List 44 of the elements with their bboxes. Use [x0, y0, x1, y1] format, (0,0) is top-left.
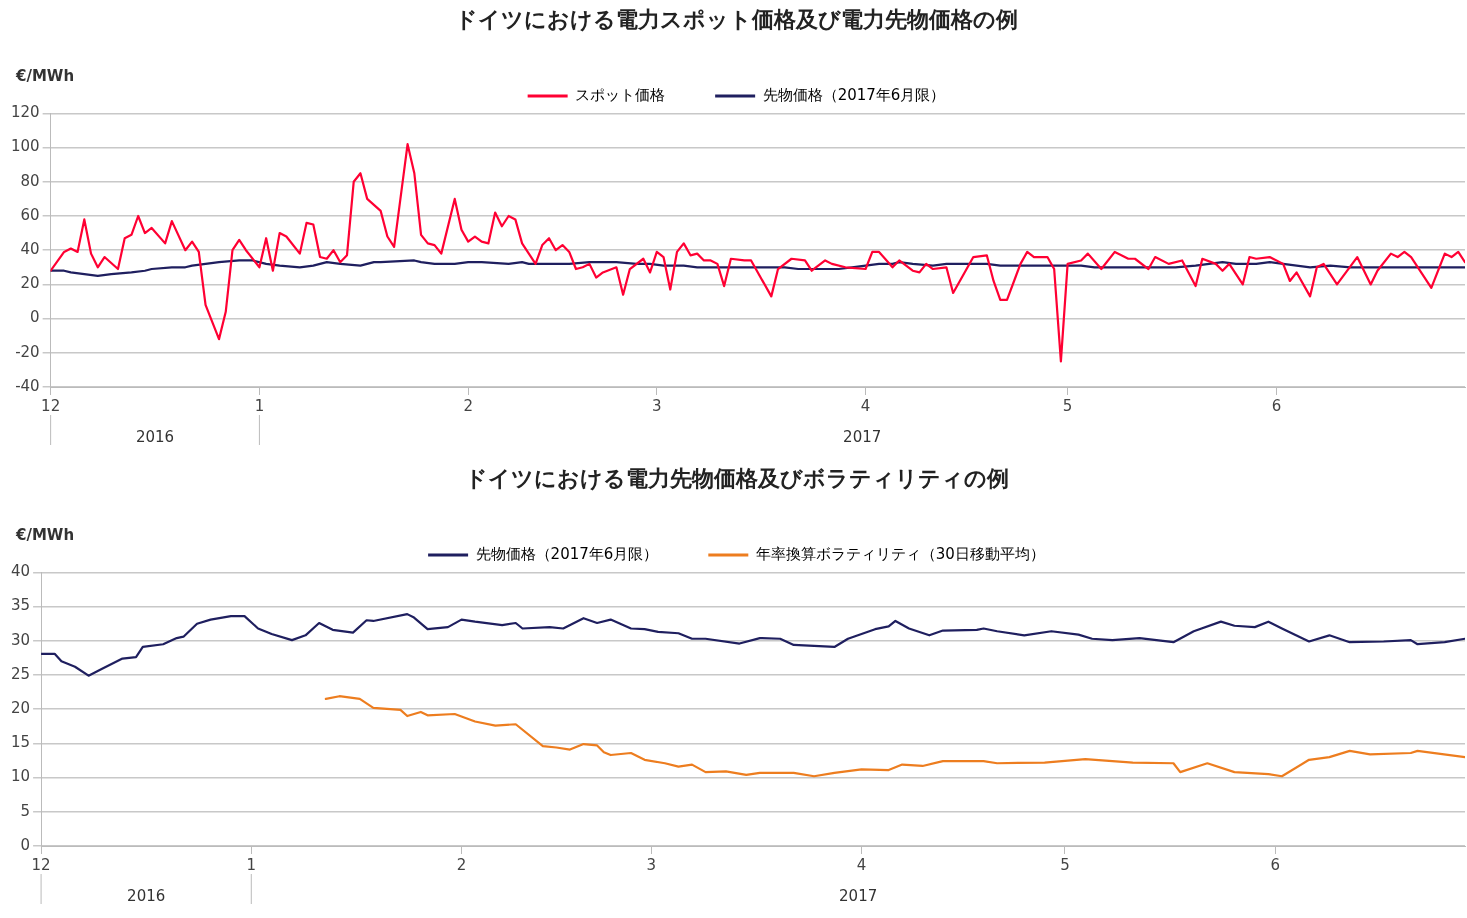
x-tick-label: 5 — [1062, 396, 1073, 415]
y-tick-label: 10 — [10, 767, 31, 786]
y-tick-label: 15 — [10, 733, 31, 752]
y-axis-title: €/MWh — [15, 526, 75, 545]
y-tick-label: 100 — [10, 137, 40, 156]
y-tick-label: 40 — [10, 562, 31, 581]
y-tick-label: -20 — [15, 342, 40, 361]
x-tick-label: 6 — [1271, 396, 1282, 415]
x-tick-label: 1 — [246, 855, 257, 874]
x-tick-label: 6 — [1270, 855, 1280, 874]
y-tick-label: 0 — [20, 835, 31, 854]
chart-title: ドイツにおける電力先物価格及びボラティリティの例 — [464, 465, 1009, 491]
legend-label: スポット価格 — [575, 85, 666, 104]
x-tick-label: 5 — [1060, 855, 1070, 874]
x-tick-label: 1 — [254, 396, 265, 415]
y-tick-label: 25 — [10, 664, 31, 683]
text: 2017 — [839, 887, 878, 906]
text: 2016 — [135, 428, 175, 447]
text: 2017 — [843, 428, 882, 447]
x-tick-label: 12 — [41, 396, 61, 415]
legend-label: 先物価格（2017年6月限） — [762, 85, 946, 104]
y-tick-label: 0 — [30, 308, 40, 327]
y-tick-label: 80 — [20, 171, 40, 190]
y-tick-label: 30 — [10, 630, 31, 649]
text: 2016 — [127, 887, 166, 906]
x-tick-label: 3 — [652, 396, 662, 415]
x-tick-label: 4 — [860, 396, 871, 415]
y-tick-label: 20 — [10, 699, 31, 718]
legend-label: 先物価格（2017年6月限） — [475, 544, 659, 563]
y-tick-label: 35 — [10, 596, 31, 615]
y-axis-title: €/MWh — [15, 67, 75, 86]
y-tick-label: 120 — [10, 103, 40, 122]
x-tick-label: 2 — [463, 396, 473, 415]
x-tick-label: 4 — [856, 855, 867, 874]
x-tick-label: 3 — [646, 855, 657, 874]
y-tick-label: -40 — [15, 376, 40, 395]
legend-label: 年率換算ボラティリティ（30日移動平均） — [755, 544, 1045, 563]
y-tick-label: 5 — [20, 801, 31, 820]
x-tick-label: 12 — [31, 855, 51, 874]
chart-title: ドイツにおける電力スポット価格及び電力先物価格の例 — [455, 6, 1018, 32]
y-tick-label: 60 — [20, 205, 40, 224]
x-tick-label: 2 — [456, 855, 467, 874]
y-tick-label: 40 — [20, 240, 40, 259]
y-tick-label: 20 — [20, 274, 40, 293]
